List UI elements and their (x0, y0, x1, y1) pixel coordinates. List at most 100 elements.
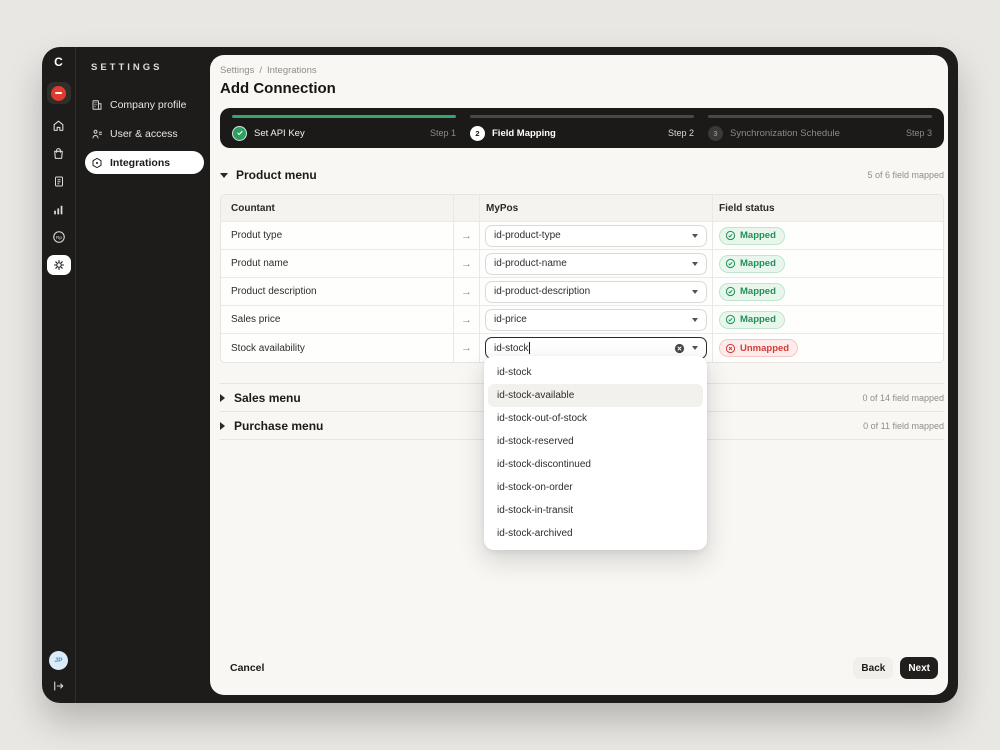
brand-red-icon (51, 85, 66, 101)
step-synchronization-schedule[interactable]: 3 Synchronization Schedule Step 3 (708, 115, 932, 148)
dropdown-option[interactable]: id-stock-reserved (497, 436, 574, 447)
sidebar-item-user-access[interactable]: User & access (85, 122, 204, 146)
dropdown-option[interactable]: id-stock-out-of-stock (497, 413, 588, 424)
step-label: Synchronization Schedule (730, 127, 840, 139)
orders-clipboard-icon[interactable] (53, 174, 65, 188)
column-header-arrow (454, 195, 480, 221)
caret-down-icon (692, 233, 698, 238)
step-progress-line (470, 115, 694, 118)
dropdown-option[interactable]: id-stock (497, 367, 532, 378)
status-badge-mapped: Mapped (719, 226, 785, 245)
caret-down-icon (692, 261, 698, 266)
users-icon (91, 128, 103, 140)
svg-text:Rp: Rp (56, 235, 62, 240)
column-header-field-status: Field status (719, 202, 775, 214)
sidebar-item-company-profile[interactable]: Company profile (85, 93, 204, 117)
status-badge-unmapped: Unmapped (719, 339, 799, 357)
section-mapped-count: 5 of 6 field mapped (867, 170, 944, 180)
dropdown-option[interactable]: id-stock-archived (497, 528, 573, 539)
step-progress-line (232, 115, 456, 118)
section-title: Sales menu (234, 390, 301, 405)
step-set-api-key[interactable]: Set API Key Step 1 (232, 115, 456, 148)
status-badge-mapped: Mapped (719, 282, 785, 301)
currency-rp-icon[interactable]: Rp (52, 230, 66, 244)
shopping-bag-icon[interactable] (52, 146, 65, 160)
source-field-label: Sales price (231, 314, 281, 325)
icon-rail: C Rp JP (42, 47, 76, 703)
sidebar-item-label: User & access (110, 128, 178, 140)
arrow-icon: → (454, 334, 480, 362)
connected-app-tile[interactable] (46, 82, 71, 104)
check-circle-icon (725, 286, 736, 297)
home-icon[interactable] (52, 118, 65, 132)
sidebar-item-label: Company profile (110, 99, 187, 111)
field-mapping-table: Countant MyPos Field status Produt type … (220, 194, 944, 363)
column-header-mypos: MyPos (480, 195, 713, 221)
settings-nav: SETTINGS Company profile User & access I… (77, 47, 210, 703)
caret-down-icon (692, 289, 698, 294)
breadcrumb-integrations[interactable]: Integrations (266, 65, 317, 76)
next-button[interactable]: Next (900, 657, 938, 679)
source-field-label: Product description (231, 286, 317, 297)
status-badge-mapped: Mapped (719, 310, 785, 329)
caret-down-icon (692, 317, 698, 322)
app-window: C Rp JP SETTINGS (42, 47, 958, 703)
check-circle-icon (725, 314, 736, 325)
table-row: Sales price → id-price Mapped (221, 306, 943, 334)
section-product-menu[interactable]: Product menu 5 of 6 field mapped (220, 168, 944, 182)
stepper: Set API Key Step 1 2 Field Mapping Step … (220, 108, 944, 148)
column-header-countant: Countant (221, 195, 454, 221)
chevron-down-icon (220, 172, 228, 178)
combobox-dropdown: id-stock id-stock-available id-stock-out… (484, 356, 707, 550)
dropdown-option[interactable]: id-stock-in-transit (497, 505, 574, 516)
breadcrumb-settings[interactable]: Settings (220, 65, 255, 76)
wizard-footer: Cancel Back Next (210, 657, 948, 679)
app-logo: C (54, 55, 63, 69)
arrow-icon: → (454, 278, 480, 305)
target-field-select[interactable]: id-price (485, 308, 707, 331)
table-header-row: Countant MyPos Field status (221, 195, 943, 222)
table-row: Produt name → id-product-name Mapped (221, 250, 943, 278)
target-field-select[interactable]: id-product-name (485, 252, 707, 275)
step-number-label: Step 2 (667, 128, 694, 138)
section-mapped-count: 0 of 11 field mapped (863, 420, 944, 431)
arrow-icon: → (454, 250, 480, 277)
step-progress-line (708, 115, 932, 118)
cancel-button[interactable]: Cancel (230, 662, 265, 674)
step-label: Set API Key (254, 127, 305, 139)
chevron-right-icon (220, 421, 225, 430)
caret-down-icon (692, 346, 698, 350)
target-field-select[interactable]: id-product-type (485, 224, 707, 247)
nav-heading: SETTINGS (91, 62, 163, 73)
dropdown-option[interactable]: id-stock-discontinued (497, 459, 591, 470)
target-field-select[interactable]: id-product-description (485, 280, 707, 303)
building-icon (91, 99, 103, 111)
integration-hexagon-icon (91, 157, 103, 169)
source-field-label: Produt type (231, 230, 283, 241)
step-check-icon (232, 125, 247, 141)
user-avatar[interactable]: JP (49, 651, 68, 670)
logout-icon[interactable] (52, 679, 65, 693)
table-row-editing: Stock availability → id-stock Unmapped (221, 334, 943, 362)
chevron-right-icon (220, 393, 225, 402)
sidebar-item-integrations[interactable]: Integrations (85, 151, 204, 174)
dropdown-option[interactable]: id-stock-on-order (497, 482, 573, 493)
dropdown-option-highlighted[interactable]: id-stock-available (488, 384, 703, 407)
back-button[interactable]: Back (853, 657, 894, 679)
sidebar-item-label: Integrations (110, 156, 171, 169)
arrow-icon: → (454, 222, 480, 249)
clear-input-icon[interactable] (674, 343, 685, 354)
check-circle-icon (725, 258, 736, 269)
step-field-mapping[interactable]: 2 Field Mapping Step 2 (470, 115, 694, 148)
text-cursor (529, 342, 531, 354)
step-label: Field Mapping (492, 127, 556, 139)
arrow-icon: → (454, 306, 480, 333)
source-field-label: Stock availability (231, 342, 305, 354)
table-row: Produt type → id-product-type Mapped (221, 222, 943, 250)
section-mapped-count: 0 of 14 field mapped (862, 392, 944, 403)
step-2-circle: 2 (470, 125, 485, 141)
settings-gear-icon-active[interactable] (46, 255, 71, 275)
page-title: Add Connection (220, 80, 336, 97)
analytics-chart-icon[interactable] (52, 202, 65, 216)
source-field-label: Produt name (231, 258, 289, 269)
